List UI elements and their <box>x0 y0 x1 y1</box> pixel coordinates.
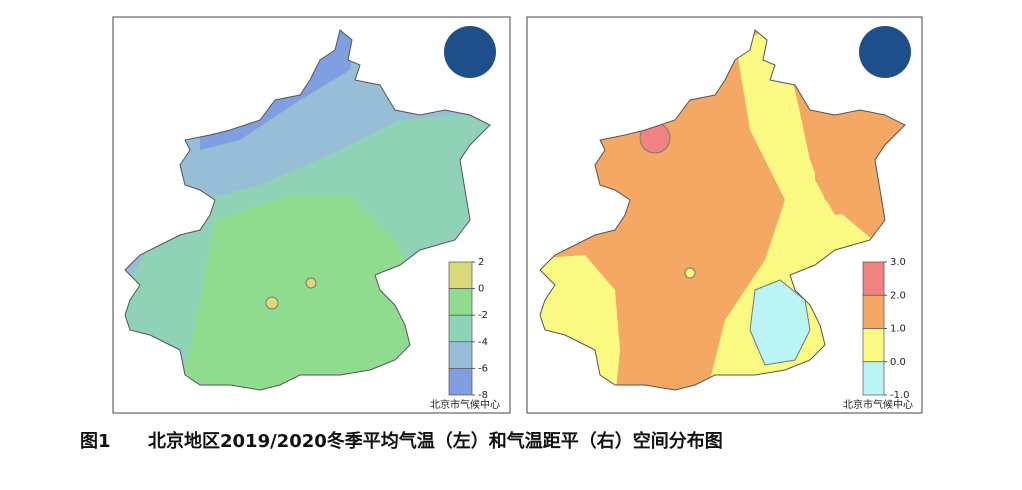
legend-label: -1.0 <box>890 390 910 401</box>
caption: 北京地区2019/2020冬季平均气温（左）和气温距平（右）空间分布图 <box>148 430 723 452</box>
legend-label: -8 <box>478 390 488 401</box>
legend-label: 3.0 <box>890 257 906 268</box>
legend-label: 0.0 <box>890 357 906 368</box>
legend-label: -4 <box>478 337 488 348</box>
legend-label: 2.0 <box>890 290 906 301</box>
legend-label: 0 <box>478 284 484 295</box>
legend-swatch <box>862 261 885 296</box>
legend-swatch <box>448 368 473 396</box>
figure-label: 图1 <box>80 431 111 452</box>
legend-label: -2 <box>478 310 488 321</box>
legend-swatch <box>448 314 473 343</box>
legend-label: -6 <box>478 363 488 374</box>
legend-swatch <box>862 361 885 396</box>
source-label: 北京市气候中心 <box>843 398 913 411</box>
legend-swatch <box>862 294 885 329</box>
legend-swatch <box>448 288 473 316</box>
source-label: 北京市气候中心 <box>430 398 500 411</box>
legend-swatch <box>448 341 473 369</box>
legend-swatch <box>862 328 885 363</box>
legend-label: 2 <box>478 257 484 268</box>
legend-swatch <box>448 261 473 289</box>
legend-label: 1.0 <box>890 324 906 335</box>
